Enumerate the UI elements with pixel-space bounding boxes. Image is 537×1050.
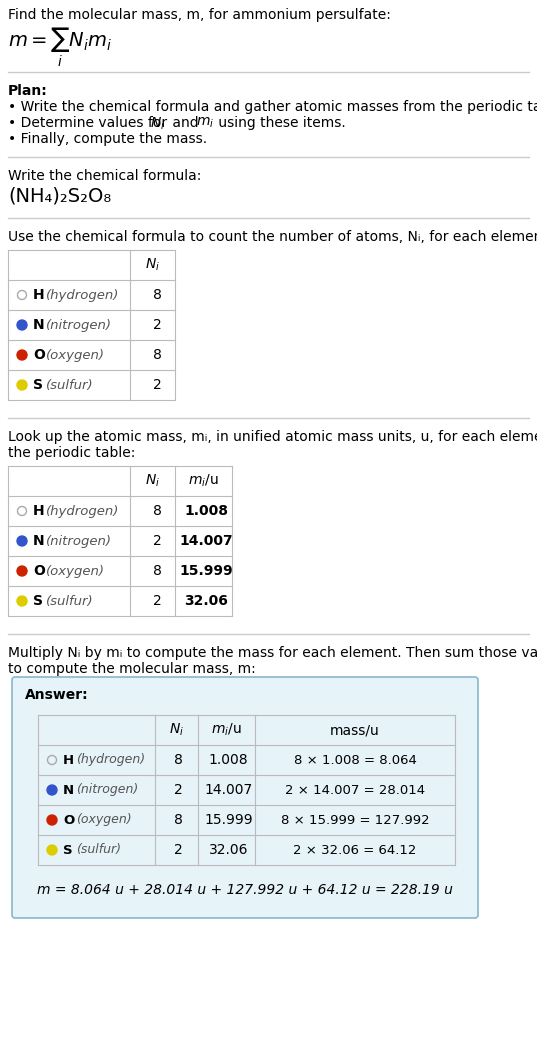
Text: 32.06: 32.06 xyxy=(209,843,248,857)
Text: $m = \sum_i N_i m_i$: $m = \sum_i N_i m_i$ xyxy=(8,26,112,69)
Text: Find the molecular mass, m, for ammonium persulfate:: Find the molecular mass, m, for ammonium… xyxy=(8,8,391,22)
Text: O: O xyxy=(33,348,45,362)
Text: S: S xyxy=(33,594,43,608)
Text: (hydrogen): (hydrogen) xyxy=(46,289,119,301)
Circle shape xyxy=(47,815,57,825)
Text: 15.999: 15.999 xyxy=(204,813,253,827)
Text: Write the chemical formula:: Write the chemical formula: xyxy=(8,169,201,183)
Text: Answer:: Answer: xyxy=(25,688,89,702)
Text: N: N xyxy=(33,534,45,548)
Circle shape xyxy=(17,380,27,390)
Text: 2: 2 xyxy=(174,783,183,797)
Text: $N_i$: $N_i$ xyxy=(169,721,184,738)
Text: (nitrogen): (nitrogen) xyxy=(46,534,112,547)
Text: Multiply Nᵢ by mᵢ to compute the mass for each element. Then sum those values: Multiply Nᵢ by mᵢ to compute the mass fo… xyxy=(8,646,537,660)
Text: 8: 8 xyxy=(153,348,162,362)
Text: 8: 8 xyxy=(153,504,162,518)
Circle shape xyxy=(17,536,27,546)
Text: Plan:: Plan: xyxy=(8,84,48,98)
Text: (sulfur): (sulfur) xyxy=(46,378,93,392)
Text: 14.007: 14.007 xyxy=(205,783,252,797)
Text: S: S xyxy=(63,843,72,857)
Text: to compute the molecular mass, m:: to compute the molecular mass, m: xyxy=(8,662,256,676)
Text: N: N xyxy=(33,318,45,332)
Text: $N_i$: $N_i$ xyxy=(145,257,160,273)
Text: 2: 2 xyxy=(153,378,162,392)
Text: Look up the atomic mass, mᵢ, in unified atomic mass units, u, for each element i: Look up the atomic mass, mᵢ, in unified … xyxy=(8,430,537,444)
Text: O: O xyxy=(33,564,45,578)
Text: 8 × 15.999 = 127.992: 8 × 15.999 = 127.992 xyxy=(281,814,429,826)
Text: (sulfur): (sulfur) xyxy=(76,843,121,857)
Text: the periodic table:: the periodic table: xyxy=(8,446,135,460)
Circle shape xyxy=(17,350,27,360)
Text: (oxygen): (oxygen) xyxy=(46,349,105,361)
Text: and: and xyxy=(168,116,203,130)
Text: 2: 2 xyxy=(153,318,162,332)
Text: 2 × 32.06 = 64.12: 2 × 32.06 = 64.12 xyxy=(293,843,417,857)
Text: $m_i$: $m_i$ xyxy=(196,116,214,130)
Text: 1.008: 1.008 xyxy=(185,504,229,518)
Text: H: H xyxy=(63,754,74,766)
Circle shape xyxy=(17,596,27,606)
Text: 8 × 1.008 = 8.064: 8 × 1.008 = 8.064 xyxy=(294,754,416,766)
Circle shape xyxy=(47,785,57,795)
Text: (oxygen): (oxygen) xyxy=(46,565,105,578)
Text: (nitrogen): (nitrogen) xyxy=(46,318,112,332)
Text: H: H xyxy=(33,504,45,518)
Text: 8: 8 xyxy=(174,753,183,766)
Text: H: H xyxy=(33,288,45,302)
Text: (hydrogen): (hydrogen) xyxy=(76,754,145,766)
Text: (NH₄)₂S₂O₈: (NH₄)₂S₂O₈ xyxy=(8,186,111,205)
FancyBboxPatch shape xyxy=(12,677,478,918)
Text: $m_i$/u: $m_i$/u xyxy=(211,721,242,738)
Text: Use the chemical formula to count the number of atoms, Nᵢ, for each element:: Use the chemical formula to count the nu… xyxy=(8,230,537,244)
Text: 1.008: 1.008 xyxy=(209,753,248,766)
Text: • Determine values for: • Determine values for xyxy=(8,116,171,130)
Text: 32.06: 32.06 xyxy=(185,594,228,608)
Text: 8: 8 xyxy=(153,564,162,578)
Text: 15.999: 15.999 xyxy=(180,564,233,578)
Text: 2: 2 xyxy=(153,594,162,608)
Text: S: S xyxy=(33,378,43,392)
Text: using these items.: using these items. xyxy=(214,116,346,130)
Text: 8: 8 xyxy=(174,813,183,827)
Text: N: N xyxy=(63,783,74,797)
Text: (sulfur): (sulfur) xyxy=(46,594,93,608)
Text: 2: 2 xyxy=(153,534,162,548)
Text: mass/u: mass/u xyxy=(330,723,380,737)
Text: • Write the chemical formula and gather atomic masses from the periodic table.: • Write the chemical formula and gather … xyxy=(8,100,537,114)
Circle shape xyxy=(17,566,27,576)
Text: $m_i$/u: $m_i$/u xyxy=(188,472,219,489)
Text: O: O xyxy=(63,814,74,826)
Circle shape xyxy=(17,320,27,330)
Text: (hydrogen): (hydrogen) xyxy=(46,504,119,518)
Circle shape xyxy=(47,845,57,855)
Text: 2: 2 xyxy=(174,843,183,857)
Text: 14.007: 14.007 xyxy=(180,534,233,548)
Text: • Finally, compute the mass.: • Finally, compute the mass. xyxy=(8,132,207,146)
Text: 2 × 14.007 = 28.014: 2 × 14.007 = 28.014 xyxy=(285,783,425,797)
Text: $N_i$: $N_i$ xyxy=(150,116,165,132)
Text: (oxygen): (oxygen) xyxy=(76,814,132,826)
Text: 8: 8 xyxy=(153,288,162,302)
Text: (nitrogen): (nitrogen) xyxy=(76,783,138,797)
Text: $N_i$: $N_i$ xyxy=(145,472,160,489)
Text: m = 8.064 u + 28.014 u + 127.992 u + 64.12 u = 228.19 u: m = 8.064 u + 28.014 u + 127.992 u + 64.… xyxy=(37,883,453,897)
